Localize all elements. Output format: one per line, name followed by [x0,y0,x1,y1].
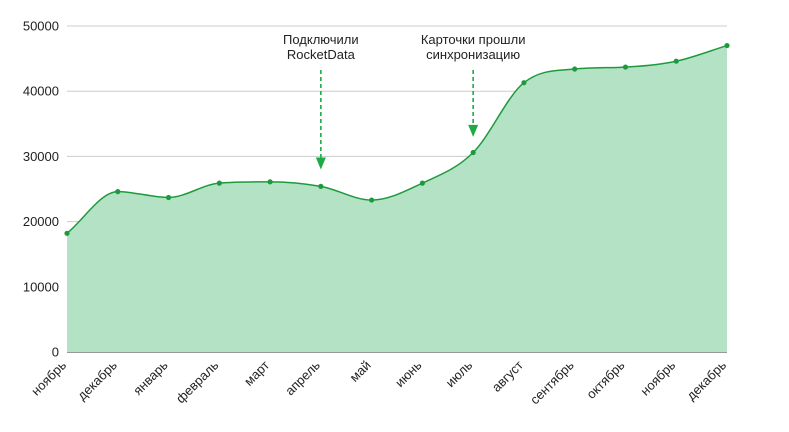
annotation-label: RocketData [287,47,356,62]
data-point [64,230,70,236]
area-layer [64,42,730,353]
x-tick-label: октябрь [583,357,627,401]
y-tick-label: 30000 [23,149,59,164]
x-tick-label: апрель [282,357,323,398]
x-tick-label: декабрь [74,357,120,403]
x-axis: ноябрь декабрь январь февраль март апрель май и… [28,357,729,407]
y-tick-label: 0 [52,345,59,360]
y-tick-label: 40000 [23,84,59,99]
annotation-arrow-head [315,157,326,170]
data-point [369,197,375,203]
x-tick-label: июль [443,357,476,390]
data-point [267,179,273,185]
data-point [318,183,324,189]
x-tick-label: февраль [173,357,222,406]
data-point [673,58,679,64]
x-tick-label: сентябрь [527,357,577,407]
x-tick-label: март [241,357,272,388]
series-area-fill [67,45,727,353]
y-tick-label: 50000 [23,19,59,34]
annotation-label: синхронизацию [426,47,520,62]
annotation-label: Подключили [283,32,359,47]
data-point [622,64,629,70]
data-point [115,189,121,195]
data-point [724,42,730,49]
annotation-arrow-head [468,124,479,137]
data-point [470,149,476,156]
x-tick-label: ноябрь [28,357,69,398]
x-tick-label: август [489,357,526,394]
x-tick-label: май [347,358,374,385]
y-tick-label: 10000 [23,279,59,294]
data-point [521,80,527,86]
y-tick-label: 20000 [23,214,59,229]
x-tick-label: июнь [392,357,425,390]
data-point [165,194,172,201]
annotation-label: Карточки прошли [421,32,526,47]
x-tick-label: декабрь [684,357,730,403]
x-tick-label: ноябрь [637,357,678,398]
data-point [216,180,222,186]
x-tick-label: январь [130,357,171,398]
y-axis: 0 10000 20000 30000 40000 50000 [23,19,59,360]
data-point [572,66,578,72]
data-point [419,180,425,186]
